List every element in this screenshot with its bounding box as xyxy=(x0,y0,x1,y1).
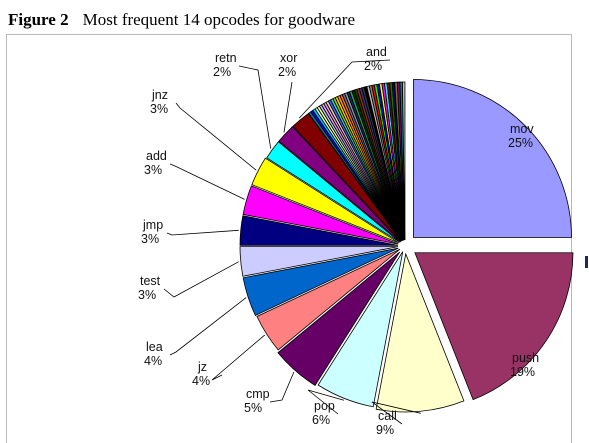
pie-slice-retn xyxy=(266,141,401,243)
leader-line-jz xyxy=(211,334,266,381)
slice-label-value: 9% xyxy=(376,423,394,437)
pie-slice-jnz xyxy=(251,157,399,244)
slice-label-value: 2% xyxy=(213,65,231,79)
figure-title: Most frequent 14 opcodes for goodware xyxy=(82,10,356,29)
slice-label-name: lea xyxy=(146,340,163,354)
slice-label-value: 3% xyxy=(150,102,168,116)
pie-slice-cmp xyxy=(277,251,401,386)
slice-label-value: 3% xyxy=(144,163,162,177)
slice-label-jmp: jmp 3% xyxy=(141,218,163,246)
slice-label-cmp: cmp 5% xyxy=(244,387,270,415)
slice-label-add: add 3% xyxy=(144,149,167,177)
slice-label-name: push xyxy=(512,351,539,365)
leader-line-test xyxy=(163,261,239,298)
slice-label-name: jz xyxy=(197,360,207,374)
slice-label-name: jmp xyxy=(142,218,163,232)
slice-label-name: retn xyxy=(215,51,237,65)
slice-label-value: 2% xyxy=(364,59,382,73)
pie-slice-jmp xyxy=(239,215,399,246)
slice-label-name: test xyxy=(140,274,161,288)
slice-label-jz: jz 4% xyxy=(192,360,210,388)
slice-label-value: 6% xyxy=(312,413,330,427)
slice-label-retn: retn 2% xyxy=(213,51,237,79)
slice-label-name: jnz xyxy=(151,88,168,102)
slice-label-value: 19% xyxy=(510,365,535,379)
leader-lines xyxy=(163,59,421,425)
slice-label-name: mov xyxy=(510,122,534,136)
leader-line-jmp xyxy=(166,229,239,236)
slice-label-name: xor xyxy=(280,51,297,65)
slice-label-name: add xyxy=(146,149,167,163)
pie-slice-jz xyxy=(256,248,401,351)
pie-slices xyxy=(239,79,574,413)
slice-label-name: call xyxy=(378,409,397,423)
slice-label-value: 5% xyxy=(244,401,262,415)
pie-slice-and xyxy=(292,112,402,242)
pie-slice-add xyxy=(242,185,399,245)
slice-label-pop: pop 6% xyxy=(312,399,335,427)
figure-number: Figure 2 xyxy=(8,10,69,29)
edge-mark xyxy=(585,256,588,268)
leader-line-add xyxy=(169,163,245,200)
slice-label-test: test 3% xyxy=(138,274,161,302)
slice-label-name: cmp xyxy=(246,387,270,401)
leader-line-call xyxy=(371,401,421,425)
pie-slice-push xyxy=(414,252,574,401)
leader-line-lea xyxy=(169,297,247,356)
figure-caption: Figure 2 Most frequent 14 opcodes for goo… xyxy=(8,10,355,30)
leader-line-cmp xyxy=(269,371,295,403)
leader-line-and xyxy=(298,59,391,119)
slice-label-xor: xor 2% xyxy=(278,51,297,79)
slice-label-value: 3% xyxy=(138,288,156,302)
figure-frame xyxy=(6,34,572,443)
slice-label-name: pop xyxy=(314,399,335,413)
pie-slice-xor xyxy=(278,126,401,243)
slice-label-lea: lea 4% xyxy=(144,340,163,368)
slice-label-push: push 19% xyxy=(510,351,539,379)
slice-labels: mov 25%push 19%call 9%pop 6%cmp 5%jz 4%lea 4%te… xyxy=(138,45,539,437)
pie-slice-other-40 xyxy=(402,81,406,241)
slice-label-value: 4% xyxy=(144,354,162,368)
slice-label-value: 2% xyxy=(278,65,296,79)
leader-line-jnz xyxy=(175,102,257,171)
pie-slice-lea xyxy=(242,247,399,316)
leader-line-retn xyxy=(238,65,272,149)
pie-slice-pop xyxy=(317,251,404,408)
slice-label-and: and 2% xyxy=(364,45,387,73)
slice-label-value: 3% xyxy=(141,232,159,246)
slice-label-mov: mov 25% xyxy=(508,122,534,150)
pie-slice-test xyxy=(239,246,399,277)
slice-label-name: and xyxy=(366,45,387,59)
slice-label-call: call 9% xyxy=(376,409,397,437)
slice-label-jnz: jnz 3% xyxy=(150,88,168,116)
pie-slice-mov xyxy=(413,79,572,238)
leader-line-xor xyxy=(283,81,293,133)
leader-line-pop xyxy=(307,389,345,415)
pie-slice-call xyxy=(375,252,465,413)
slice-label-value: 25% xyxy=(508,136,533,150)
slice-label-value: 4% xyxy=(192,374,210,388)
